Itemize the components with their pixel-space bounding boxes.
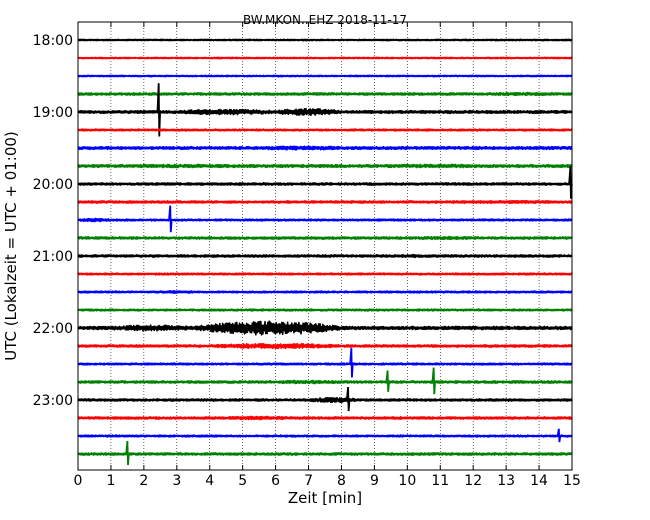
trace-2000 (77, 182, 573, 186)
trace-spike (345, 386, 351, 412)
trace-spike (125, 440, 130, 466)
trace-spike (156, 83, 161, 137)
trace-2330 (77, 434, 573, 438)
trace-2130 (77, 290, 573, 295)
x-tick-label: 13 (497, 473, 515, 489)
x-tick-label: 1 (106, 473, 115, 489)
trace-2100 (77, 253, 573, 259)
x-tick-label: 4 (205, 473, 214, 489)
y-axis-label: UTC (Lokalzeit = UTC + 01:00) (2, 131, 20, 361)
x-tick-label: 15 (563, 473, 581, 489)
trace-2045 (77, 235, 573, 241)
x-tick-label: 3 (172, 473, 181, 489)
seismic-traces (77, 38, 573, 466)
trace-2215 (77, 342, 573, 350)
x-tick-label: 12 (464, 473, 482, 489)
trace-spike (556, 428, 562, 443)
x-tick-label: 7 (304, 473, 313, 489)
y-tick-label: 23:00 (33, 393, 73, 409)
y-tick-label: 19:00 (33, 105, 73, 121)
axis-ticks: 0 1 2 3 4 5 6 7 8 9 10 11 12 13 14 1518:0019:0020:0021:… (33, 22, 581, 489)
trace-1815 (77, 56, 573, 60)
trace-2245 (77, 379, 573, 385)
trace-2115 (77, 272, 573, 276)
x-tick-label: 9 (370, 473, 379, 489)
y-tick-label: 18:00 (33, 33, 73, 49)
trace-2300 (77, 396, 573, 404)
trace-spike (431, 367, 436, 395)
chart-title: BW.MKON..EHZ 2018-11-17 (243, 13, 407, 27)
x-tick-label: 10 (398, 473, 416, 489)
trace-2200 (77, 320, 573, 336)
trace-1845 (77, 91, 573, 97)
trace-2230 (77, 362, 573, 366)
y-tick-label: 21:00 (33, 249, 73, 265)
trace-2145 (77, 308, 573, 312)
x-tick-label: 11 (431, 473, 449, 489)
x-tick-label: 2 (139, 473, 148, 489)
trace-spike (349, 348, 354, 378)
trace-1830 (77, 74, 573, 78)
trace-1800 (77, 38, 573, 42)
trace-2015 (77, 199, 573, 205)
plot-frame (77, 21, 573, 471)
trace-spike (568, 166, 573, 199)
trace-2345 (77, 452, 573, 456)
trace-2315 (77, 415, 573, 421)
x-axis-label: Zeit [min] (288, 489, 362, 507)
x-tick-label: 6 (271, 473, 280, 489)
y-tick-label: 20:00 (33, 177, 73, 193)
trace-spike (385, 370, 390, 392)
x-tick-label: 14 (530, 473, 548, 489)
trace-spike (168, 205, 173, 233)
trace-1930 (77, 145, 573, 151)
trace-2030 (77, 217, 573, 223)
x-tick-label: 5 (238, 473, 247, 489)
y-tick-label: 22:00 (33, 321, 73, 337)
trace-1945 (77, 163, 573, 169)
trace-1915 (77, 128, 573, 132)
trace-1900 (77, 107, 573, 117)
x-tick-label: 8 (337, 473, 346, 489)
x-tick-label: 0 (74, 473, 83, 489)
